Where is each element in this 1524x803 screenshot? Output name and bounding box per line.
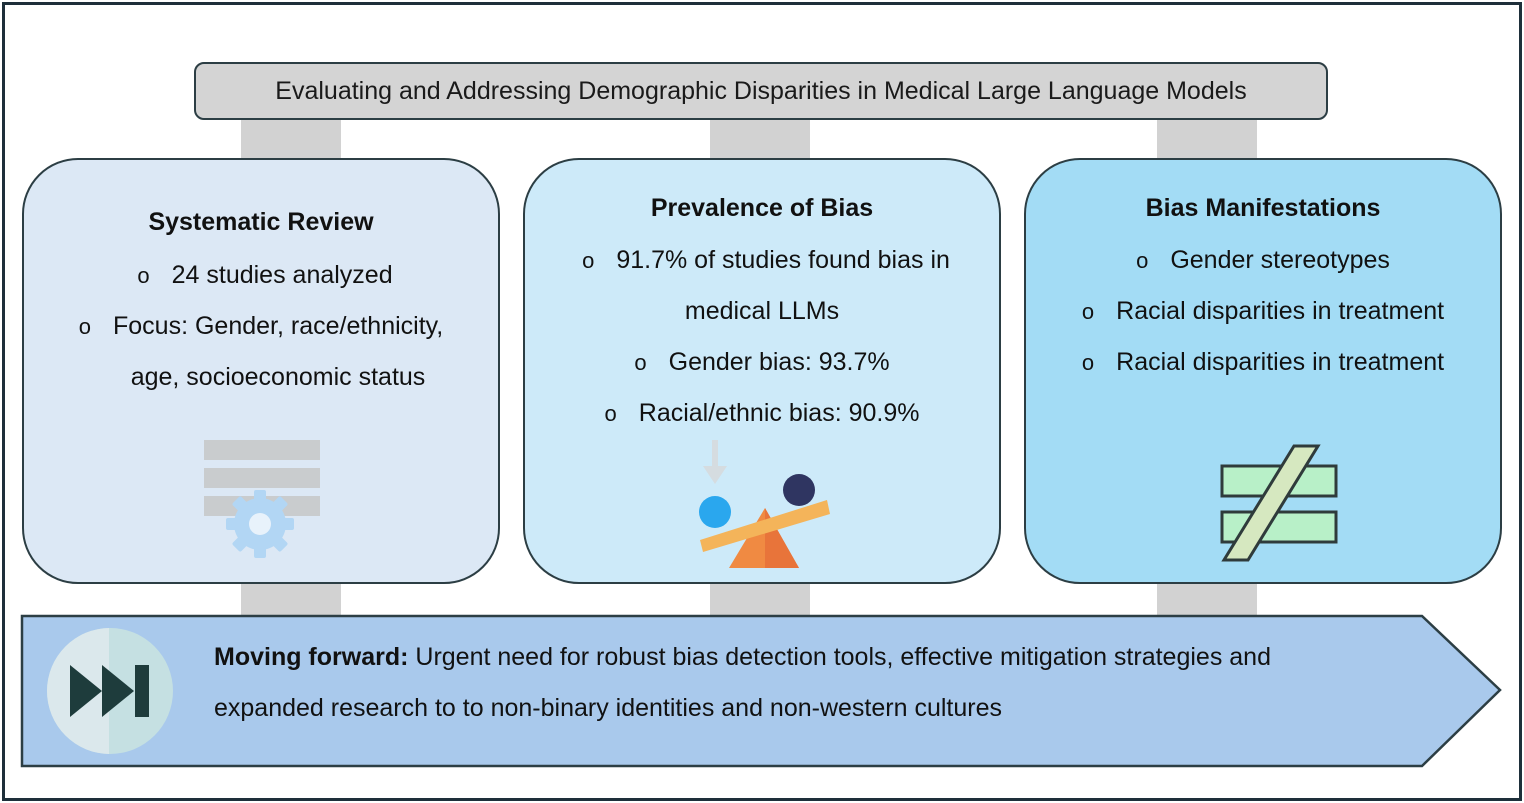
bullet-item: o Racial disparities in treatment [1026, 337, 1500, 388]
card-bias-manifestations: Bias Manifestations o Gender stereotypes … [1024, 158, 1502, 584]
moving-forward-line-2: expanded research to to non-binary ident… [214, 694, 1002, 722]
bullet-marker: o [1081, 299, 1095, 324]
bullet-text: Racial disparities in treatment [1116, 348, 1445, 376]
bullet-marker: o [604, 401, 617, 426]
bullet-marker: o [634, 350, 647, 375]
moving-forward-arrow [20, 614, 1502, 768]
card-heading: Prevalence of Bias [650, 194, 874, 222]
bullet-text: medical LLMs [684, 297, 840, 325]
connector-pillar [241, 580, 341, 618]
bullet-item: o Racial/ethnic bias: 90.9% [525, 388, 999, 439]
moving-forward-text: Moving forward: Urgent need for robust b… [214, 632, 1414, 734]
moving-forward-lead: Moving forward: [214, 643, 409, 671]
bullet-marker: o [137, 263, 150, 288]
card-prevalence-of-bias: Prevalence of Bias o 91.7% of studies fou… [523, 158, 1001, 584]
bullet-text: 24 studies analyzed [171, 261, 393, 289]
bullet-item: o Focus: Gender, race/ethnicity, [24, 301, 498, 352]
bullet-item: medical LLMs [525, 286, 999, 337]
bullet-item: age, socioeconomic status [24, 352, 498, 403]
document-gear-icon [204, 440, 320, 558]
connector-pillar [1157, 118, 1257, 162]
diagram-title: Evaluating and Addressing Demographic Di… [194, 62, 1328, 120]
connector-pillar [1157, 580, 1257, 618]
connector-pillar [241, 118, 341, 162]
bullet-text: age, socioeconomic status [130, 363, 426, 391]
bullet-item: o Gender stereotypes [1026, 235, 1500, 286]
fast-forward-icon [47, 628, 173, 754]
diagram-title-text: Evaluating and Addressing Demographic Di… [275, 76, 1247, 105]
moving-forward-line-1-text: Urgent need for robust bias detection to… [408, 643, 1271, 671]
bullet-item: o 91.7% of studies found bias in [525, 235, 999, 286]
bullet-text: 91.7% of studies found bias in [616, 246, 950, 274]
bullet-item: o Racial disparities in treatment [1026, 286, 1500, 337]
bullet-item: o Gender bias: 93.7% [525, 337, 999, 388]
not-equal-icon [1220, 444, 1338, 562]
bullet-text: Gender bias: 93.7% [668, 348, 890, 376]
bullet-marker: o [78, 314, 91, 339]
bullet-text: Racial disparities in treatment [1116, 297, 1445, 325]
bullet-text: Racial/ethnic bias: 90.9% [638, 399, 920, 427]
bullet-marker: o [1081, 350, 1095, 375]
bullet-text: Focus: Gender, race/ethnicity, [113, 312, 444, 340]
connector-pillar [710, 118, 810, 162]
connector-pillar [710, 580, 810, 618]
bullet-marker: o [1136, 248, 1149, 273]
card-heading: Bias Manifestations [1145, 194, 1381, 222]
seesaw-balance-icon [699, 440, 830, 568]
bullet-item: o 24 studies analyzed [24, 250, 498, 301]
bullet-text: Gender stereotypes [1170, 246, 1390, 274]
card-heading: Systematic Review [148, 208, 374, 236]
card-systematic-review: Systematic Review o 24 studies analyzed o… [22, 158, 500, 584]
bullet-marker: o [582, 248, 595, 273]
moving-forward-line-1: Moving forward: Urgent need for robust b… [214, 632, 1414, 683]
